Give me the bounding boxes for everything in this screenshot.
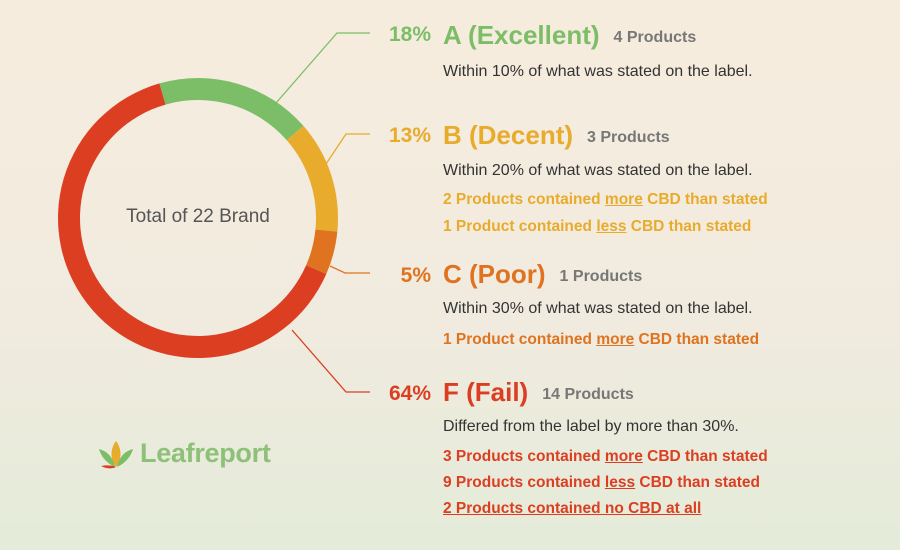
leader-line-decent [321, 133, 370, 171]
grade-f-note: 3 Products contained more CBD than state… [443, 448, 768, 465]
grade-f-percent: 64% [388, 382, 431, 405]
grade-b-name: B (Decent) [443, 120, 574, 150]
grade-a-title: A (Excellent) 4 Products [443, 20, 696, 51]
grade-b-note: 2 Products contained more CBD than state… [443, 191, 768, 208]
grade-c-percent: 5% [400, 264, 431, 287]
grade-c-title: C (Poor) 1 Products [443, 259, 642, 290]
grade-a-description: Within 10% of what was stated on the lab… [443, 63, 753, 80]
grade-b-description: Within 20% of what was stated on the lab… [443, 162, 753, 179]
grade-f-name: F (Fail) [443, 377, 529, 407]
donut-slice-excellent [159, 78, 304, 141]
grade-c-count: 1 Products [559, 268, 643, 285]
grade-c-note: 1 Product contained more CBD than stated [443, 331, 760, 348]
donut-slice-decent [286, 125, 339, 232]
grade-f-count: 14 Products [542, 386, 634, 403]
logo-wordmark: Leafreport [140, 438, 271, 468]
leader-line-poor [329, 265, 370, 274]
donut-slice-poor [306, 229, 338, 275]
grade-f-note: 9 Products contained less CBD than state… [443, 474, 760, 491]
leaf-icon [99, 440, 133, 468]
leader-line-fail [291, 329, 370, 393]
leader-line-excellent [275, 32, 370, 104]
leader-lines [275, 32, 370, 393]
leafreport-logo: Leafreport [98, 438, 271, 469]
donut-center-label: Total of 22 Brand [126, 206, 270, 227]
grade-f-description: Differed from the label by more than 30%… [443, 418, 739, 435]
grade-c-name: C (Poor) [443, 259, 546, 289]
grade-b-title: B (Decent) 3 Products [443, 120, 670, 151]
grade-c-description: Within 30% of what was stated on the lab… [443, 300, 753, 317]
grade-f-note: 2 Products contained no CBD at all [443, 500, 702, 517]
grade-b-percent: 13% [388, 124, 431, 147]
donut-slices [57, 78, 339, 358]
grade-b-note: 1 Product contained less CBD than stated [443, 218, 752, 235]
grade-a-count: 4 Products [613, 29, 697, 46]
grade-b-count: 3 Products [587, 129, 670, 146]
grade-a-name: A (Excellent) [443, 20, 600, 50]
grade-f-title: F (Fail) 14 Products [443, 377, 634, 408]
grade-a-percent: 18% [388, 23, 431, 46]
